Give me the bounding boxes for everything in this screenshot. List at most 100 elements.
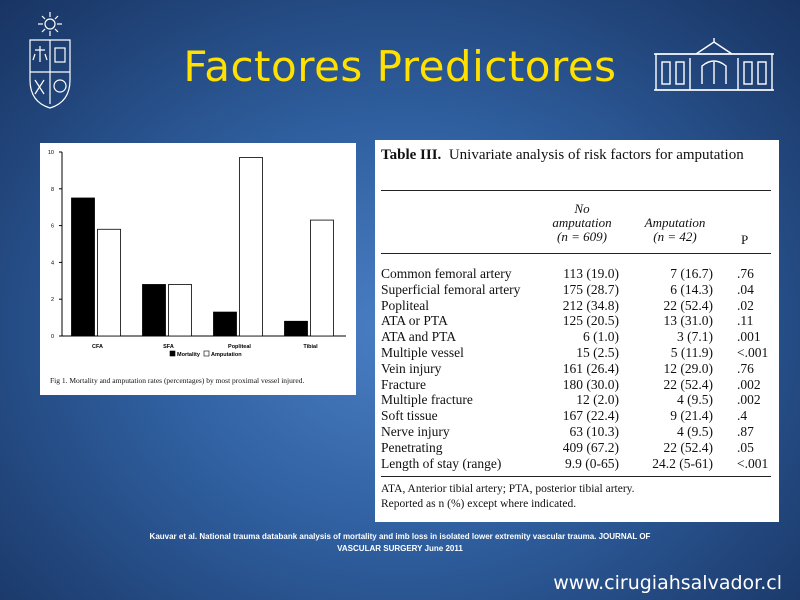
amputation-cell: 24.2 (5-61) (652, 455, 713, 471)
bar-chart: 0 2 4 6 8 10 CFA SFA Popliteal Tibial Mortality Amp… (48, 150, 346, 358)
y-tick-label: 10 (48, 150, 54, 156)
amputation-cell: 7 (16.7) (670, 266, 713, 281)
no-amputation-cell: 167 (22.4) (562, 408, 619, 424)
factor-cell: Penetrating (381, 439, 443, 455)
p-value-cell: .76 (737, 360, 754, 376)
factor-cell: Popliteal (381, 297, 429, 313)
table-footnote: ATA, Anterior tibial artery; PTA, poster… (381, 482, 635, 512)
factor-cell: Common femoral artery (381, 266, 512, 281)
x-tick-label: CFA (92, 344, 103, 350)
bar-mortality (71, 197, 95, 337)
table-bottom-rule (381, 476, 771, 477)
table-row: Soft tissue 167 (22.4) 9 (21.4) .4 (381, 408, 773, 423)
factor-cell: ATA or PTA (381, 313, 448, 329)
factor-cell: Soft tissue (381, 408, 438, 424)
table-row: Nerve injury 63 (10.3) 4 (9.5) .87 (381, 424, 773, 439)
legend-label: Amputation (211, 352, 242, 358)
citation-line2: VASCULAR SURGERY June 2011 (337, 544, 463, 553)
legend-swatch (203, 350, 210, 357)
p-value-cell: <.001 (737, 455, 769, 471)
table-row: Penetrating 409 (67.2) 22 (52.4) .05 (381, 440, 773, 455)
amputation-cell: 5 (11.9) (670, 345, 713, 360)
table-row: ATA or PTA 125 (20.5) 13 (31.0) .11 (381, 313, 773, 328)
p-value-cell: .11 (737, 313, 754, 329)
p-value-cell: .04 (737, 281, 754, 297)
no-amputation-cell: 15 (2.5) (576, 345, 619, 360)
no-amputation-cell: 63 (10.3) (569, 424, 620, 439)
factor-cell: Fracture (381, 376, 426, 392)
no-amputation-cell: 175 (28.7) (562, 281, 619, 297)
amputation-cell: 22 (52.4) (663, 439, 714, 455)
table-row: ATA and PTA 6 (1.0) 3 (7.1) .001 (381, 329, 773, 344)
p-value-cell: .76 (737, 266, 754, 281)
table-row: Length of stay (range) 9.9 (0-65) 24.2 (5-… (381, 456, 773, 471)
table-header-rule (381, 253, 771, 254)
amputation-cell: 6 (14.3) (670, 281, 713, 297)
p-value-cell: .4 (737, 408, 748, 424)
amputation-cell: 22 (52.4) (663, 297, 714, 313)
amputation-cell: 9 (21.4) (670, 408, 713, 424)
table-footnote-line2: Reported as n (%) except where indicated… (381, 498, 577, 510)
no-amputation-cell: 212 (34.8) (562, 297, 619, 313)
citation-line1: Kauvar et al. National trauma databank a… (149, 532, 651, 541)
slide-title: Factores Predictores (183, 42, 617, 91)
factor-cell: ATA and PTA (381, 329, 457, 345)
header-no-amputation: No amputation (n = 609) (537, 202, 627, 244)
amputation-cell: 22 (52.4) (663, 376, 714, 392)
factor-cell: Length of stay (range) (381, 455, 502, 471)
figure-caption: Fig 1. Mortality and amputation rates (p… (50, 376, 305, 385)
y-tick-label: 8 (51, 187, 54, 193)
p-value-cell: .05 (737, 439, 754, 455)
p-value-cell: .87 (737, 424, 754, 439)
table-title-text: Univariate analysis of risk factors for … (448, 147, 744, 163)
website-url: www.cirugiahsalvador.cl (553, 572, 782, 594)
header-amputation-line2: (n = 42) (653, 229, 697, 244)
bar-mortality (142, 284, 166, 337)
legend-swatch (169, 350, 176, 357)
figure-panel: 0 2 4 6 8 10 CFA SFA Popliteal Tibial Mortality Amp… (40, 143, 356, 395)
p-value-cell: .02 (737, 297, 754, 313)
no-amputation-cell: 409 (67.2) (562, 439, 619, 455)
amputation-cell: 3 (7.1) (677, 329, 713, 345)
bar-amputation (310, 219, 334, 337)
no-amputation-cell: 161 (26.4) (562, 360, 619, 376)
bar-amputation (239, 157, 263, 337)
table-row: Multiple vessel 15 (2.5) 5 (11.9) <.001 (381, 345, 773, 360)
header-p: P (741, 232, 749, 247)
table-footnote-line1: ATA, Anterior tibial artery; PTA, poster… (381, 483, 635, 495)
p-value-cell: .001 (737, 329, 761, 345)
table-row: Popliteal 212 (34.8) 22 (52.4) .02 (381, 298, 773, 313)
table-row: Fracture 180 (30.0) 22 (52.4) .002 (381, 377, 773, 392)
table-panel: Table III. Univariate analysis of risk f… (375, 140, 779, 522)
amputation-cell: 13 (31.0) (663, 313, 714, 329)
table-title: Table III. Univariate analysis of risk f… (381, 146, 761, 165)
p-value-cell: <.001 (737, 345, 769, 360)
p-value-cell: .002 (737, 376, 761, 392)
bar-mortality (284, 320, 308, 337)
factor-cell: Vein injury (381, 360, 442, 376)
amputation-cell: 4 (9.5) (677, 424, 713, 439)
no-amputation-cell: 6 (1.0) (583, 329, 619, 345)
y-tick-label: 0 (51, 334, 54, 340)
header-amputation-line1: Amputation (644, 215, 706, 230)
no-amputation-cell: 125 (20.5) (562, 313, 619, 329)
factor-cell: Multiple fracture (381, 392, 473, 408)
bar-mortality (213, 311, 237, 337)
x-tick-label: Popliteal (228, 344, 251, 350)
no-amputation-cell: 12 (2.0) (576, 392, 619, 408)
y-tick-label: 4 (51, 260, 54, 266)
table-row: Superficial femoral artery 175 (28.7) 6 (1… (381, 282, 773, 297)
table-row: Vein injury 161 (26.4) 12 (29.0) .76 (381, 361, 773, 376)
bar-amputation (168, 284, 192, 337)
no-amputation-cell: 9.9 (0-65) (565, 455, 619, 471)
no-amputation-cell: 113 (19.0) (563, 266, 619, 281)
x-tick-label: SFA (163, 344, 174, 350)
table-row: Common femoral artery 113 (19.0) 7 (16.7).… (381, 266, 773, 281)
table-top-rule (381, 190, 771, 191)
y-tick-label: 2 (51, 297, 54, 303)
x-tick-label: Tibial (303, 344, 318, 350)
factor-cell: Multiple vessel (381, 345, 464, 360)
citation: Kauvar et al. National trauma databank a… (0, 531, 800, 555)
university-seal-icon (29, 12, 71, 109)
amputation-cell: 12 (29.0) (663, 360, 714, 376)
